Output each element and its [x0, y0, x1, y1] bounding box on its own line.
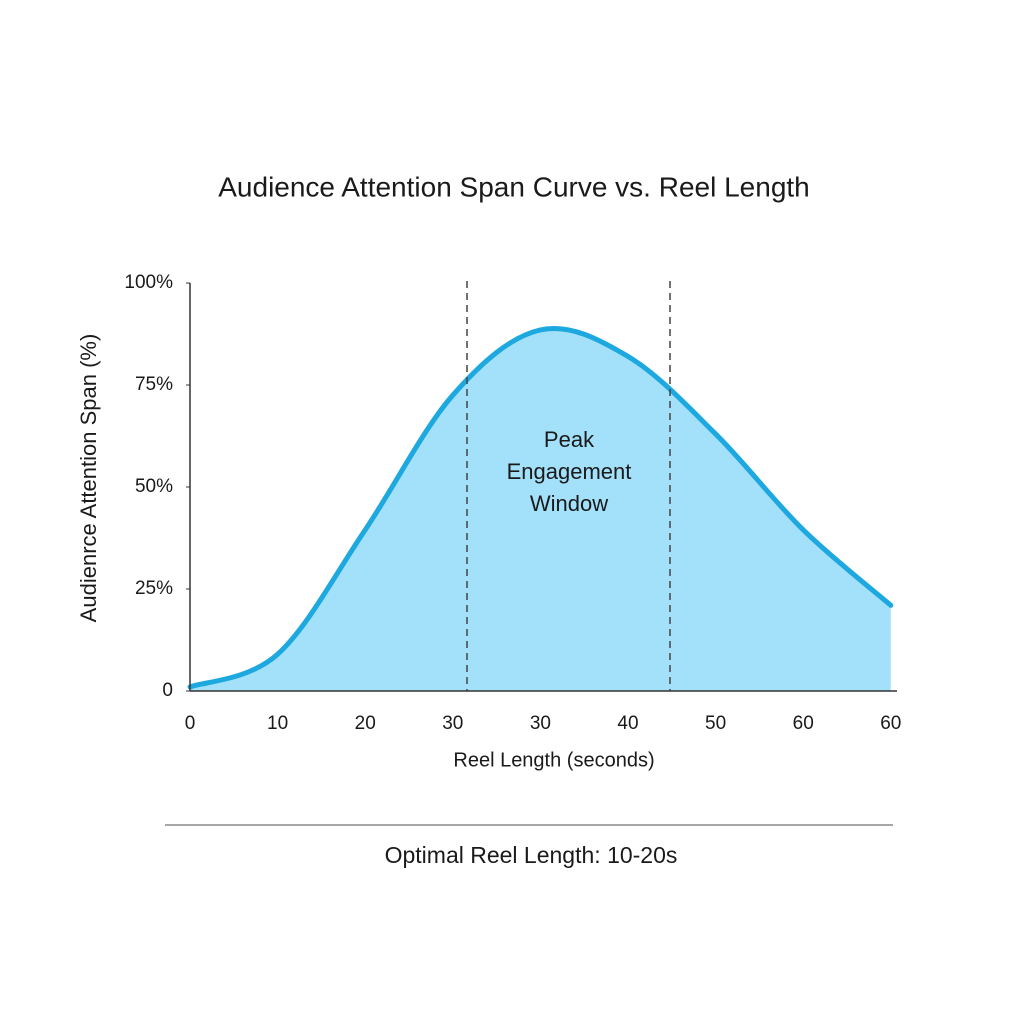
annotation: Peak [544, 427, 595, 452]
y-tick-label: 50% [135, 476, 173, 497]
chart-title: Audience Attention Span Curve vs. Reel L… [218, 171, 810, 202]
y-tick-label: 100% [124, 272, 173, 293]
x-tick-label: 0 [185, 713, 196, 734]
annotation: Engagement [507, 459, 632, 484]
x-tick-label: 10 [267, 713, 288, 734]
area [190, 328, 891, 691]
x-tick-label: 20 [355, 713, 376, 734]
y-tick-label: 25% [135, 578, 173, 599]
x-tick-label: 30 [442, 713, 463, 734]
annotation: Window [530, 491, 608, 516]
x-tick-label: 60 [880, 713, 901, 734]
x-tick-label: 40 [617, 713, 638, 734]
y-tick-label: 0 [162, 680, 173, 701]
y-tick-label: 75% [135, 374, 173, 395]
x-axis-label: Reel Length (seconds) [453, 749, 654, 771]
line [187, 326, 894, 690]
x-tick-label: 50 [705, 713, 726, 734]
footer: Optimal Reel Length: 10-20s [385, 842, 678, 868]
y-axis-label: Audienrce Attention Span (%) [76, 334, 101, 623]
x-tick-label: 60 [793, 713, 814, 734]
x-tick-label: 30 [530, 713, 551, 734]
